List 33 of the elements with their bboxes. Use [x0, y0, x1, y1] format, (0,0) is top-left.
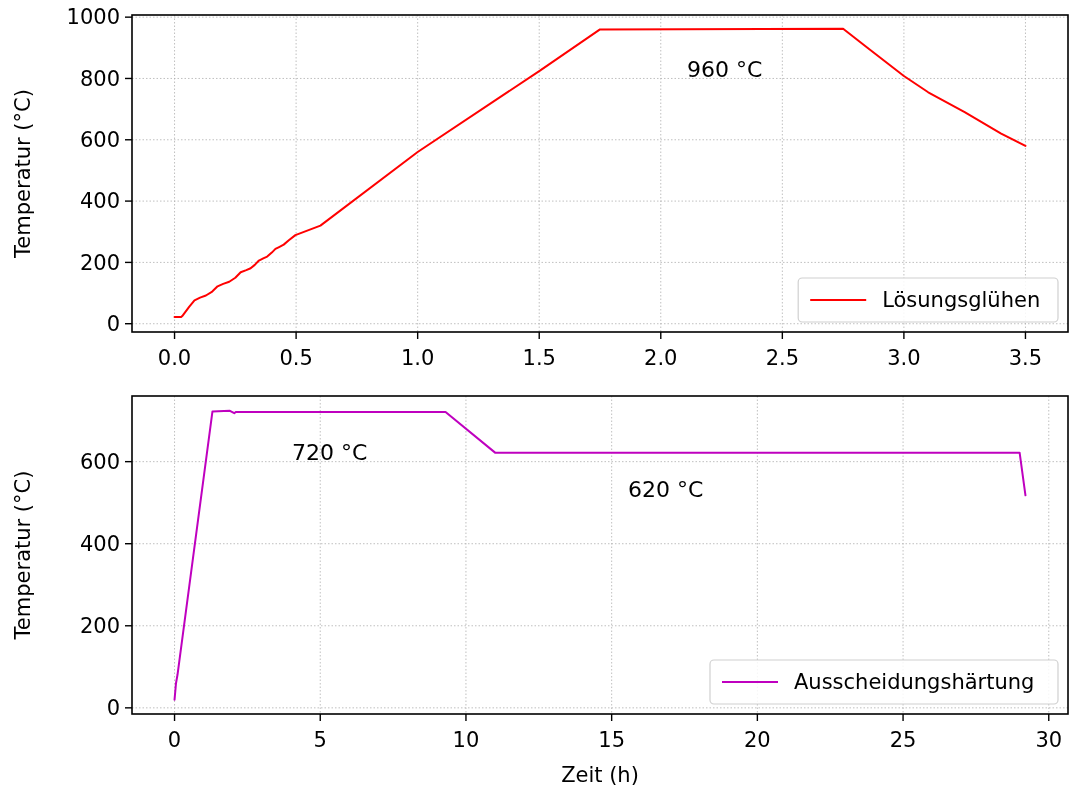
x-tick-label: 5: [313, 728, 327, 752]
y-tick-label: 200: [79, 250, 120, 275]
y-tick-label: 0: [106, 696, 120, 721]
y-tick-label: 200: [79, 614, 120, 639]
y-tick-label: 400: [79, 189, 120, 214]
y-tick-label: 800: [79, 66, 120, 91]
y-tick-label: 0: [106, 312, 120, 337]
x-axis-title: Zeit (h): [561, 763, 639, 787]
x-tick-label: 10: [452, 728, 480, 752]
x-tick-label: 20: [743, 728, 771, 752]
x-tick-label: 2.5: [765, 346, 800, 370]
annotation: 720 °C: [292, 439, 368, 465]
y-tick-label: 1000: [66, 5, 120, 30]
x-tick-label: 0.0: [157, 346, 192, 370]
x-tick-label: 0.5: [279, 346, 313, 370]
x-tick-label: 30: [1035, 728, 1063, 752]
x-tick-label: 15: [598, 728, 626, 752]
x-tick-label: 1.5: [522, 346, 556, 370]
x-tick-label: 3.5: [1008, 346, 1043, 370]
annotation: 960 °C: [687, 56, 763, 82]
x-tick-label: 25: [889, 728, 917, 752]
y-axis-title: Temperatur (°C): [11, 89, 35, 259]
annotation: 620 °C: [628, 477, 704, 503]
x-tick-label: 2.0: [644, 346, 678, 370]
legend-label: Ausscheidungshärtung: [794, 670, 1035, 695]
y-tick-label: 600: [79, 128, 120, 153]
y-axis-title: Temperatur (°C): [11, 470, 35, 641]
x-tick-label: 3.0: [887, 346, 921, 370]
x-tick-label: 1.0: [400, 346, 435, 370]
y-tick-label: 400: [79, 532, 120, 557]
x-tick-label: 0: [167, 728, 182, 752]
y-tick-label: 600: [79, 450, 120, 474]
legend-label: Lösungsglühen: [882, 288, 1041, 313]
